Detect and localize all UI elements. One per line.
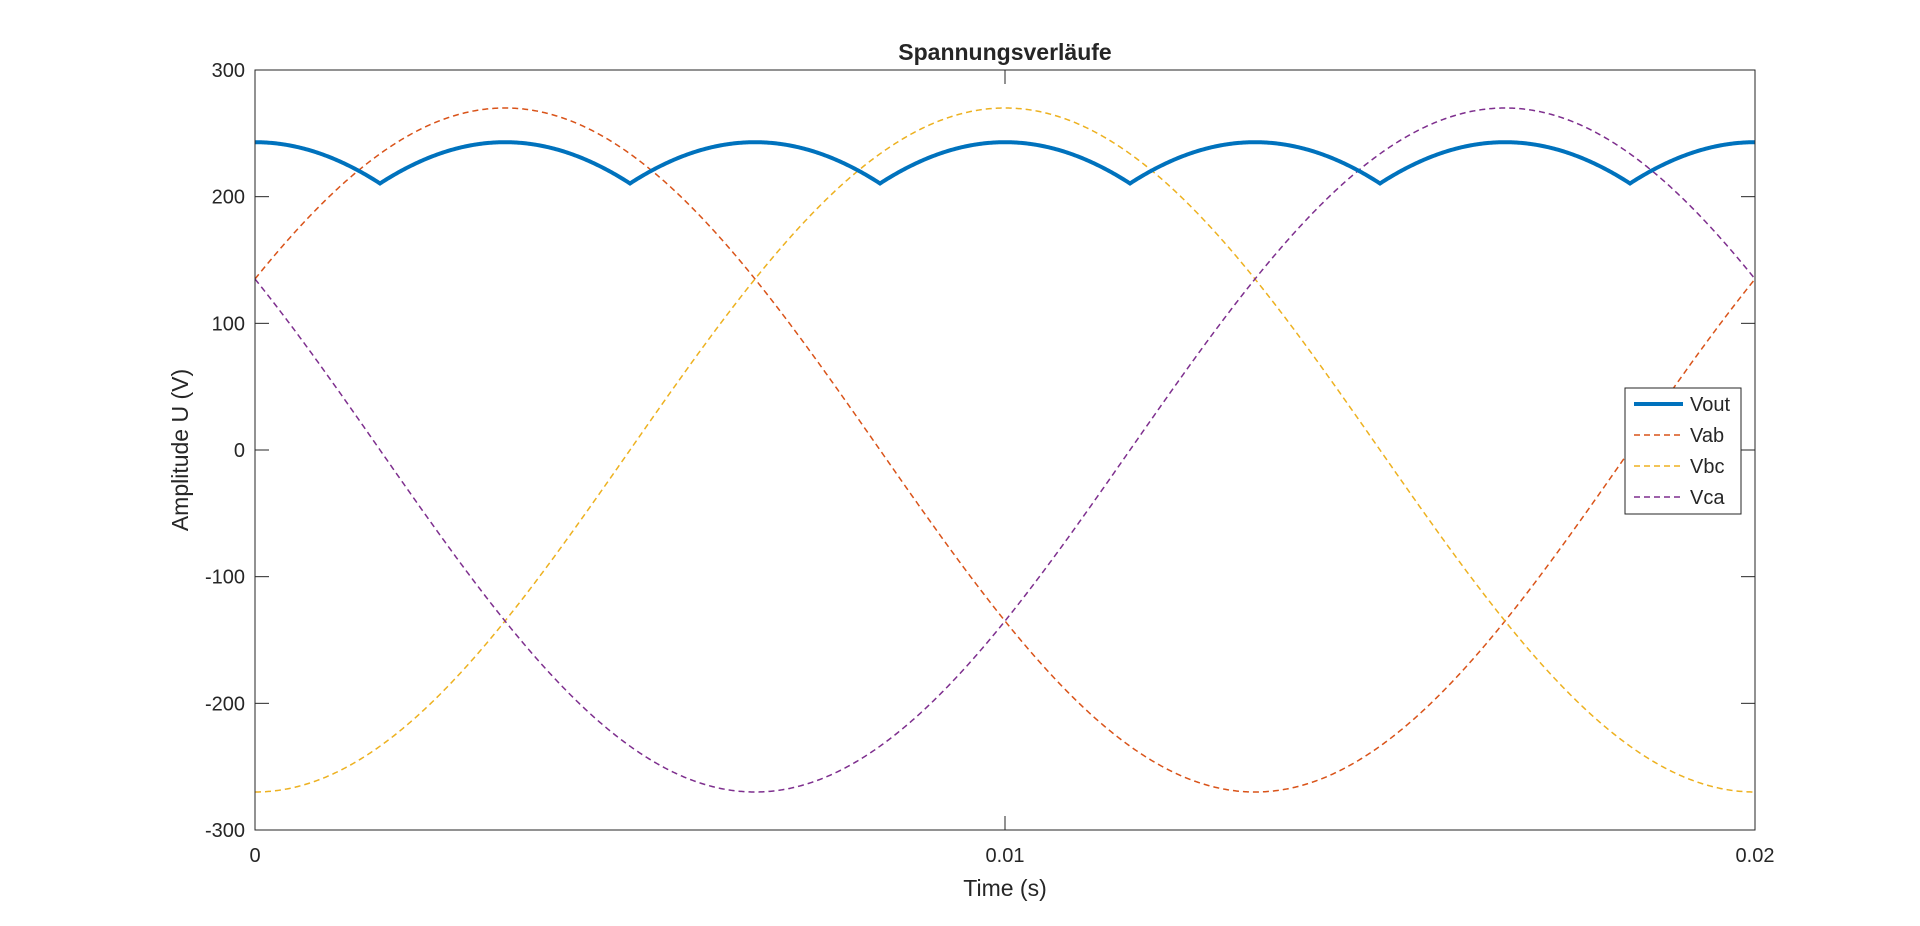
series-line-vout	[255, 140, 1755, 186]
chart-title: Spannungsverläufe	[898, 39, 1111, 65]
y-axis-label: Amplitude U (V)	[167, 369, 193, 531]
series-line-vca	[254, 107, 1756, 793]
y-tick-label: -100	[205, 567, 245, 589]
ticks-group: 0 0.01 0.02 300 200 100 0 -100 -200 -300	[205, 60, 1775, 867]
legend-label-vout: Vout	[1690, 394, 1730, 416]
y-tick-label: -300	[205, 820, 245, 842]
x-axis-label: Time (s)	[963, 875, 1046, 901]
legend-label-vbc: Vbc	[1690, 456, 1724, 478]
y-tick-label: 100	[212, 313, 245, 335]
legend-label-vab: Vab	[1690, 425, 1724, 447]
legend-item-vbc[interactable]: Vbc	[1634, 456, 1724, 478]
y-tick-label: 200	[212, 187, 245, 209]
y-tick-label: -200	[205, 693, 245, 715]
x-tick-label: 0.01	[986, 845, 1025, 867]
series-group	[254, 107, 1756, 793]
plot-area: 0 0.01 0.02 300 200 100 0 -100 -200 -300	[205, 60, 1775, 867]
legend-item-vab[interactable]: Vab	[1634, 425, 1724, 447]
legend-label-vca: Vca	[1690, 487, 1725, 509]
y-tick-label: 0	[234, 440, 245, 462]
legend-item-vout[interactable]: Vout	[1634, 394, 1730, 416]
legend-box	[1624, 387, 1742, 515]
x-tick-label: 0	[249, 845, 260, 867]
legend-item-vca[interactable]: Vca	[1634, 487, 1725, 509]
x-tick-label: 0.02	[1736, 845, 1775, 867]
axes-background	[255, 70, 1755, 830]
legend[interactable]: Vout Vab Vbc Vca	[1624, 387, 1742, 515]
y-tick-label: 300	[212, 60, 245, 82]
